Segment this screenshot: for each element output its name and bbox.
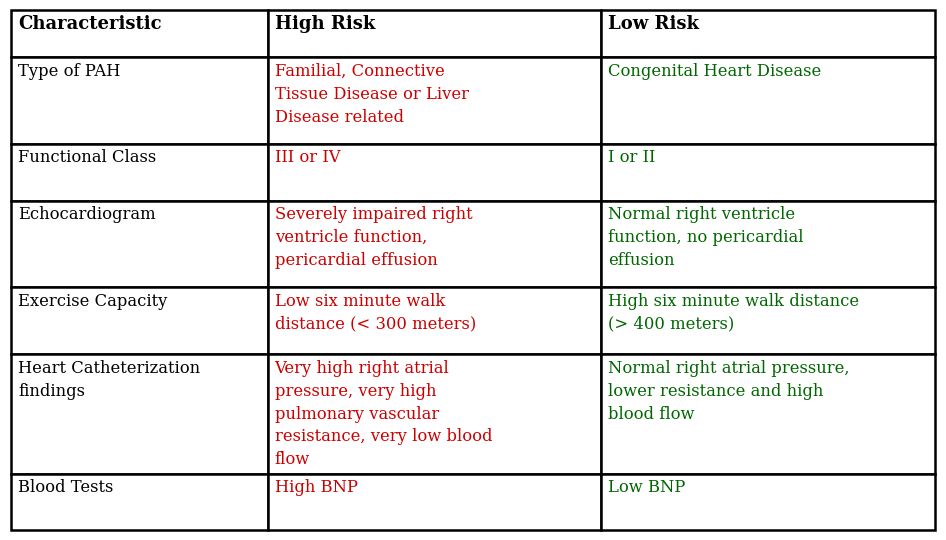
Bar: [602, 354, 935, 474]
Bar: [602, 57, 935, 144]
Bar: [268, 474, 602, 530]
Text: Low Risk: Low Risk: [608, 15, 699, 33]
Bar: [268, 287, 602, 354]
Bar: [11, 144, 268, 201]
Text: Congenital Heart Disease: Congenital Heart Disease: [608, 63, 821, 80]
Text: Low BNP: Low BNP: [608, 479, 685, 496]
Text: Characteristic: Characteristic: [18, 15, 162, 33]
Text: Exercise Capacity: Exercise Capacity: [18, 293, 167, 309]
Text: Normal right ventricle
function, no pericardial
effusion: Normal right ventricle function, no peri…: [608, 206, 803, 269]
Bar: [268, 57, 602, 144]
Text: I or II: I or II: [608, 150, 656, 166]
Bar: [11, 287, 268, 354]
Text: Functional Class: Functional Class: [18, 150, 156, 166]
Text: Very high right atrial
pressure, very high
pulmonary vascular
resistance, very l: Very high right atrial pressure, very hi…: [274, 360, 492, 468]
Bar: [602, 144, 935, 201]
Bar: [11, 354, 268, 474]
Bar: [602, 287, 935, 354]
Text: Normal right atrial pressure,
lower resistance and high
blood flow: Normal right atrial pressure, lower resi…: [608, 360, 850, 423]
Text: High BNP: High BNP: [274, 479, 358, 496]
Bar: [11, 474, 268, 530]
Bar: [268, 10, 602, 57]
Bar: [268, 201, 602, 287]
Bar: [268, 144, 602, 201]
Bar: [11, 201, 268, 287]
Text: Heart Catheterization
findings: Heart Catheterization findings: [18, 360, 201, 400]
Text: Blood Tests: Blood Tests: [18, 479, 114, 496]
Text: Familial, Connective
Tissue Disease or Liver
Disease related: Familial, Connective Tissue Disease or L…: [274, 63, 468, 125]
Bar: [602, 10, 935, 57]
Bar: [11, 10, 268, 57]
Bar: [268, 354, 602, 474]
Text: High six minute walk distance
(> 400 meters): High six minute walk distance (> 400 met…: [608, 293, 859, 333]
Text: Type of PAH: Type of PAH: [18, 63, 120, 80]
Text: Echocardiogram: Echocardiogram: [18, 206, 155, 223]
Text: Severely impaired right
ventricle function,
pericardial effusion: Severely impaired right ventricle functi…: [274, 206, 472, 269]
Bar: [11, 57, 268, 144]
Text: High Risk: High Risk: [274, 15, 375, 33]
Bar: [602, 474, 935, 530]
Bar: [602, 201, 935, 287]
Text: III or IV: III or IV: [274, 150, 341, 166]
Text: Low six minute walk
distance (< 300 meters): Low six minute walk distance (< 300 mete…: [274, 293, 476, 333]
